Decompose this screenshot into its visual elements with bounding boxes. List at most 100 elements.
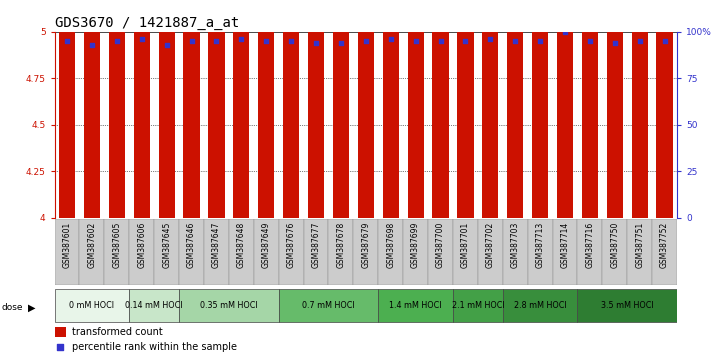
Bar bbox=[229, 219, 254, 285]
Bar bbox=[657, 0, 673, 218]
Bar bbox=[428, 219, 453, 285]
Bar bbox=[602, 219, 628, 285]
Point bbox=[261, 38, 272, 44]
Bar bbox=[353, 219, 379, 285]
Point bbox=[411, 276, 422, 282]
Text: GSM387677: GSM387677 bbox=[312, 222, 320, 268]
Bar bbox=[55, 219, 79, 285]
Text: GSM387646: GSM387646 bbox=[187, 222, 196, 268]
Point bbox=[435, 38, 446, 44]
Bar bbox=[379, 289, 453, 322]
Bar bbox=[507, 0, 523, 218]
Bar bbox=[453, 289, 503, 322]
Text: GSM387679: GSM387679 bbox=[361, 222, 371, 268]
Bar bbox=[577, 219, 602, 285]
Bar bbox=[283, 0, 299, 218]
Point bbox=[186, 38, 197, 44]
Point bbox=[111, 38, 123, 44]
Bar bbox=[478, 219, 503, 285]
Point bbox=[459, 38, 471, 44]
Text: 0.14 mM HOCl: 0.14 mM HOCl bbox=[125, 301, 183, 310]
Text: GSM387702: GSM387702 bbox=[486, 222, 495, 268]
Bar bbox=[532, 0, 548, 218]
Bar bbox=[503, 219, 528, 285]
Text: GSM387649: GSM387649 bbox=[262, 222, 271, 268]
Bar bbox=[528, 219, 553, 285]
Text: 0.35 mM HOCl: 0.35 mM HOCl bbox=[200, 301, 258, 310]
Bar bbox=[183, 0, 199, 218]
Bar bbox=[233, 0, 250, 218]
Bar bbox=[304, 219, 328, 285]
Point bbox=[485, 36, 496, 42]
Text: GSM387700: GSM387700 bbox=[436, 222, 445, 268]
Bar bbox=[208, 0, 224, 218]
Point bbox=[61, 38, 73, 44]
Bar bbox=[652, 219, 677, 285]
Text: GSM387699: GSM387699 bbox=[411, 222, 420, 268]
Text: percentile rank within the sample: percentile rank within the sample bbox=[72, 342, 237, 352]
Point bbox=[410, 38, 422, 44]
Text: dose: dose bbox=[1, 303, 23, 313]
Text: GSM387678: GSM387678 bbox=[336, 222, 345, 268]
Text: GSM387714: GSM387714 bbox=[561, 222, 569, 268]
Text: GSM387676: GSM387676 bbox=[287, 222, 296, 268]
Text: GSM387703: GSM387703 bbox=[511, 222, 520, 268]
Bar bbox=[333, 0, 349, 218]
Bar bbox=[457, 0, 473, 218]
Text: GSM387698: GSM387698 bbox=[387, 222, 395, 268]
Bar bbox=[383, 0, 399, 218]
Bar bbox=[159, 0, 175, 218]
Bar bbox=[403, 219, 428, 285]
Bar bbox=[154, 219, 179, 285]
Text: 2.1 mM HOCl: 2.1 mM HOCl bbox=[451, 301, 505, 310]
Point bbox=[236, 36, 248, 42]
Bar bbox=[134, 0, 150, 218]
Text: GSM387751: GSM387751 bbox=[636, 222, 644, 268]
Bar bbox=[503, 289, 577, 322]
Bar bbox=[179, 219, 204, 285]
Text: GSM387647: GSM387647 bbox=[212, 222, 221, 268]
Text: GSM387716: GSM387716 bbox=[585, 222, 594, 268]
Point bbox=[161, 42, 173, 48]
Bar bbox=[432, 0, 448, 218]
Text: GSM387602: GSM387602 bbox=[87, 222, 96, 268]
Bar bbox=[453, 219, 478, 285]
Bar bbox=[482, 0, 499, 218]
Bar bbox=[308, 0, 324, 218]
Point bbox=[609, 40, 621, 46]
Bar bbox=[104, 219, 130, 285]
Bar bbox=[582, 0, 598, 218]
Text: transformed count: transformed count bbox=[72, 327, 163, 337]
Text: 0 mM HOCl: 0 mM HOCl bbox=[69, 301, 114, 310]
Text: GSM387645: GSM387645 bbox=[162, 222, 171, 268]
Point bbox=[634, 38, 646, 44]
Bar bbox=[55, 289, 130, 322]
Bar bbox=[254, 219, 279, 285]
Text: GSM387713: GSM387713 bbox=[536, 222, 545, 268]
Bar bbox=[328, 219, 353, 285]
Point bbox=[534, 38, 546, 44]
Bar bbox=[204, 219, 229, 285]
Point bbox=[584, 38, 596, 44]
Bar bbox=[379, 219, 403, 285]
Text: ▶: ▶ bbox=[28, 303, 35, 313]
Text: 3.5 mM HOCl: 3.5 mM HOCl bbox=[601, 301, 654, 310]
Point bbox=[285, 38, 297, 44]
Bar bbox=[632, 0, 648, 218]
Bar bbox=[357, 0, 374, 218]
Point bbox=[310, 40, 322, 46]
Text: GSM387605: GSM387605 bbox=[112, 222, 122, 268]
Bar bbox=[258, 0, 274, 218]
Bar bbox=[55, 327, 66, 337]
Point bbox=[510, 38, 521, 44]
Bar bbox=[279, 219, 304, 285]
Text: GSM387701: GSM387701 bbox=[461, 222, 470, 268]
Point bbox=[659, 38, 670, 44]
Bar bbox=[84, 0, 100, 218]
Text: GSM387750: GSM387750 bbox=[610, 222, 620, 268]
Bar bbox=[79, 219, 104, 285]
Bar bbox=[557, 0, 573, 218]
Bar bbox=[408, 0, 424, 218]
Point bbox=[385, 36, 397, 42]
Text: 1.4 mM HOCl: 1.4 mM HOCl bbox=[389, 301, 442, 310]
